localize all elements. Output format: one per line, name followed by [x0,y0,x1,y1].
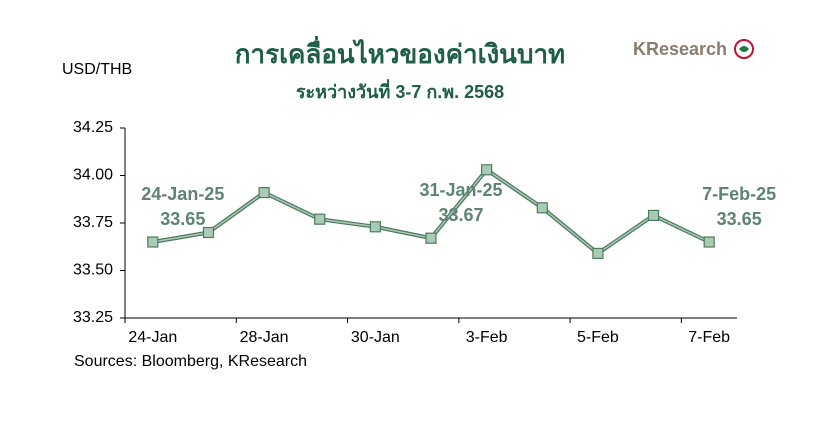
x-tick-label: 3-Feb [466,329,508,346]
y-tick-label: 33.50 [73,262,113,279]
marker [147,236,159,248]
marker [647,209,660,221]
marker [202,226,215,239]
logo-text: KResearch [633,39,727,59]
annotation-date: 7-Feb-25 [702,184,776,204]
chart-title: การเคลื่อนไหวของค่าเงินบาท [235,35,565,69]
x-tick-label: 28-Jan [240,329,289,346]
x-tick-label: 5-Feb [577,329,619,346]
marker [314,213,326,225]
annotation-date: 31-Jan-25 [419,180,502,200]
y-tick-label: 34.00 [73,167,113,184]
annotation-value: 33.65 [717,209,762,229]
marker [536,202,548,214]
y-tick-label: 33.25 [73,309,113,326]
marker [258,187,270,199]
marker [481,164,493,176]
x-tick-label: 30-Jan [351,329,400,346]
annotation-value: 33.67 [438,205,483,225]
y-axis-label: USD/THB [62,61,132,78]
annotation-date: 24-Jan-25 [141,184,224,204]
x-tick-label: 24-Jan [128,329,177,346]
marker [369,221,381,233]
logo-leaf [739,46,749,52]
x-tick-label: 7-Feb [688,329,730,346]
marker [592,247,604,259]
marker [425,232,437,244]
y-tick-label: 33.75 [73,214,113,231]
marker [703,236,715,248]
y-tick-label: 34.25 [73,119,113,136]
source: Sources: Bloomberg, KResearch [74,353,307,370]
annotation-value: 33.65 [160,209,205,229]
chart-subtitle: ระหว่างวันที่ 3-7 ก.พ. 2568 [296,79,504,102]
